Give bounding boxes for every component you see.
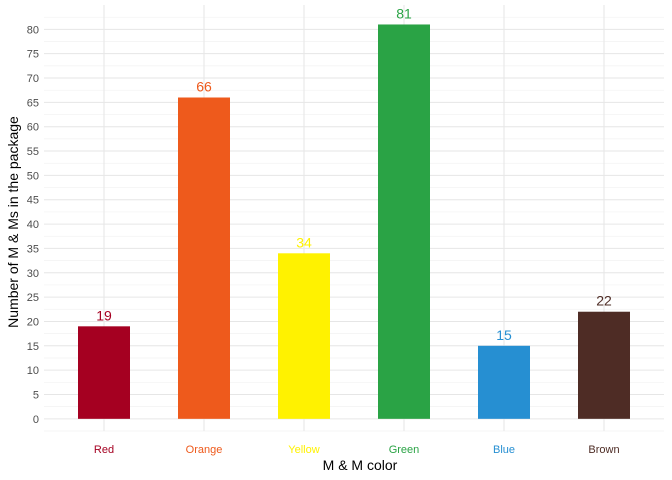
data-label-red: 19 — [96, 307, 112, 323]
y-tick-label: 25 — [27, 292, 39, 304]
y-tick-label: 10 — [27, 365, 39, 377]
y-tick-label: 0 — [33, 414, 39, 426]
bar-blue — [478, 345, 530, 419]
y-tick-label: 55 — [27, 146, 39, 158]
data-label-brown: 22 — [596, 293, 612, 309]
y-tick-label: 50 — [27, 170, 39, 182]
x-tick-label-blue: Blue — [493, 444, 515, 456]
y-tick-label: 5 — [33, 389, 39, 401]
y-tick-label: 35 — [27, 243, 39, 255]
grid-lines — [44, 5, 664, 432]
y-tick-label: 70 — [27, 73, 39, 85]
y-tick-label: 45 — [27, 195, 39, 207]
data-label-blue: 15 — [496, 327, 512, 343]
x-tick-label-red: Red — [94, 444, 114, 456]
y-tick-label: 15 — [27, 341, 39, 353]
y-tick-label: 20 — [27, 316, 39, 328]
x-axis-title: M & M color — [323, 457, 398, 473]
x-axis-ticks: Red Orange Yellow Green Blue Brown — [94, 444, 620, 456]
bar-green — [378, 24, 430, 419]
x-tick-label-orange: Orange — [186, 444, 223, 456]
bar-yellow — [278, 253, 330, 419]
x-tick-label-green: Green — [389, 444, 420, 456]
data-labels: 19 66 34 81 15 22 — [96, 5, 612, 342]
x-tick-label-yellow: Yellow — [288, 444, 319, 456]
y-axis-title: Number of M & Ms in the package — [5, 116, 21, 328]
bar-red — [78, 326, 130, 419]
bar-brown — [578, 311, 630, 419]
x-tick-label-brown: Brown — [588, 444, 619, 456]
bars — [78, 24, 630, 419]
y-tick-label: 65 — [27, 97, 39, 109]
data-label-green: 81 — [396, 5, 412, 21]
data-label-orange: 66 — [196, 79, 212, 95]
data-label-yellow: 34 — [296, 234, 312, 250]
y-tick-label: 60 — [27, 122, 39, 134]
y-tick-label: 80 — [27, 24, 39, 36]
bar-orange — [178, 97, 230, 419]
y-tick-label: 40 — [27, 219, 39, 231]
y-axis-ticks: 0 5 10 15 20 25 30 35 40 45 50 55 60 65 70 75 80 — [27, 24, 39, 425]
y-tick-label: 75 — [27, 49, 39, 61]
y-tick-label: 30 — [27, 268, 39, 280]
